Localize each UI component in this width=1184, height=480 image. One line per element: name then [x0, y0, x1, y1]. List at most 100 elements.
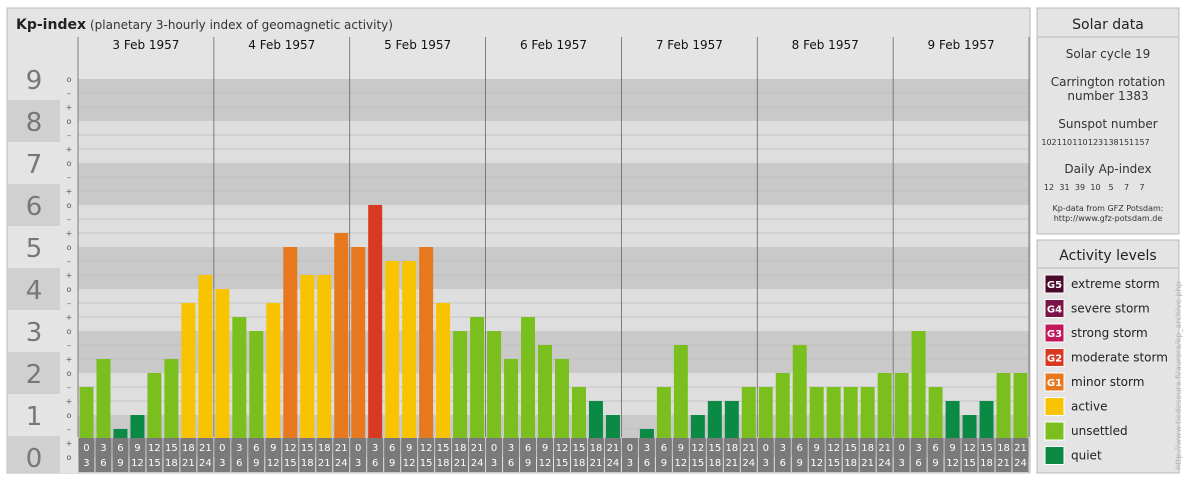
slot-label-bg — [452, 438, 469, 472]
slot-start-label: 21 — [742, 443, 755, 454]
slot-end-label: 15 — [556, 458, 569, 469]
minor-tick-label: o — [67, 243, 72, 252]
legend-badge: G4 — [1047, 305, 1062, 316]
legend-swatch — [1044, 323, 1065, 343]
slot-end-label: 9 — [525, 458, 531, 469]
slot-start-label: 0 — [763, 443, 769, 454]
carrington-line1: Carrington rotation — [1051, 75, 1165, 89]
slot-end-label: 9 — [932, 458, 938, 469]
kp-bar — [504, 359, 519, 457]
slot-end-label: 6 — [508, 458, 514, 469]
slot-label-bg — [825, 438, 842, 472]
slot-start-label: 15 — [708, 443, 721, 454]
slot-start-label: 9 — [814, 443, 820, 454]
day-label: 9 Feb 1957 — [928, 38, 995, 52]
slot-label-bg — [112, 438, 129, 472]
day-label: 8 Feb 1957 — [792, 38, 859, 52]
minor-tick-label: + — [66, 187, 73, 196]
minor-tick-label: o — [67, 159, 72, 168]
y-axis: 0 1 2 3 4 5 6 7 8 9 — [8, 58, 60, 474]
source-line1: Kp-data from GFZ Potsdam: — [1053, 204, 1164, 213]
slot-label-bg — [282, 438, 299, 472]
day-label: 3 Feb 1957 — [112, 38, 179, 52]
slot-label-bg — [655, 438, 672, 472]
day-label: 6 Feb 1957 — [520, 38, 587, 52]
slot-start-label: 15 — [844, 443, 857, 454]
kp-bar — [164, 359, 179, 457]
kp-bar — [96, 359, 111, 457]
y-axis-band — [8, 142, 60, 184]
slot-end-label: 24 — [607, 458, 620, 469]
slot-end-label: 12 — [403, 458, 416, 469]
kp-bar — [775, 373, 790, 457]
slot-label-bg — [944, 438, 961, 472]
kp-bar — [147, 373, 162, 457]
minor-tick-label: – — [67, 341, 71, 350]
slot-start-label: 21 — [335, 443, 348, 454]
y-tick-label: 7 — [26, 150, 43, 180]
slot-start-label: 9 — [406, 443, 412, 454]
slot-start-label: 12 — [284, 443, 297, 454]
slot-start-label: 15 — [980, 443, 993, 454]
slot-start-label: 12 — [420, 443, 433, 454]
slot-end-label: 6 — [644, 458, 650, 469]
slot-label-bg — [163, 438, 180, 472]
slot-start-label: 9 — [542, 443, 548, 454]
slot-label-bg — [95, 438, 112, 472]
slot-end-label: 9 — [389, 458, 395, 469]
minor-tick-label: – — [67, 173, 71, 182]
day-label: 7 Feb 1957 — [656, 38, 723, 52]
minor-tick-label: + — [66, 103, 73, 112]
slot-start-label: 21 — [1014, 443, 1027, 454]
slot-end-label: 3 — [491, 458, 497, 469]
sunspot-values-value: 157 — [1134, 138, 1149, 147]
slot-start-label: 3 — [372, 443, 378, 454]
y-axis-band — [8, 352, 60, 394]
slot-label-bg — [587, 438, 604, 472]
slot-label-bg — [248, 438, 265, 472]
slot-end-label: 3 — [219, 458, 225, 469]
slot-label-bg — [995, 438, 1012, 472]
plot-grid — [78, 92, 1029, 444]
kp-bar — [266, 302, 281, 457]
slot-start-label: 18 — [454, 443, 467, 454]
day-label: 4 Feb 1957 — [248, 38, 315, 52]
minor-tick-label: – — [67, 425, 71, 434]
y-axis-band — [8, 184, 60, 226]
slot-label-bg — [723, 438, 740, 472]
y-axis-band — [8, 436, 60, 473]
slot-start-label: 12 — [148, 443, 161, 454]
slot-end-label: 6 — [372, 458, 378, 469]
slot-start-label: 9 — [678, 443, 684, 454]
ap-values: 12 31 39 10 5 7 7 — [1044, 183, 1145, 192]
slot-end-label: 12 — [946, 458, 959, 469]
slot-start-label: 3 — [100, 443, 106, 454]
band-5 — [78, 205, 1029, 247]
slot-end-label: 21 — [182, 458, 195, 469]
slot-start-label: 12 — [691, 443, 704, 454]
band-7 — [78, 121, 1029, 163]
minor-tick-label: + — [66, 397, 73, 406]
slot-label-bg — [537, 438, 553, 472]
source-line2: http://www.gfz-potsdam.de — [1054, 214, 1163, 223]
slot-label-bg — [859, 438, 876, 472]
band-6 — [78, 163, 1029, 205]
slot-label-bg — [520, 438, 537, 472]
slot-label-bg — [486, 438, 503, 472]
slot-start-label: 3 — [236, 443, 242, 454]
minor-tick-label: + — [66, 355, 73, 364]
sunspot-values-value: 102 — [1041, 138, 1056, 147]
band-8 — [78, 79, 1029, 121]
slot-label-bg — [876, 438, 893, 472]
slot-end-label: 21 — [454, 458, 467, 469]
legend-label: severe storm — [1071, 302, 1150, 316]
activity-title: Activity levels — [1059, 248, 1156, 264]
minor-tick-axis: o + – o + – o + – o + – o + – o + – o + – o + – o + – o — [60, 37, 78, 473]
kp-bar — [334, 233, 349, 457]
slot-label-bg — [350, 438, 367, 472]
slot-start-label: 18 — [725, 443, 738, 454]
slot-label-bg — [146, 438, 163, 472]
kp-bar — [249, 331, 264, 457]
legend-label: unsettled — [1071, 424, 1128, 438]
minor-tick-label: – — [67, 215, 71, 224]
